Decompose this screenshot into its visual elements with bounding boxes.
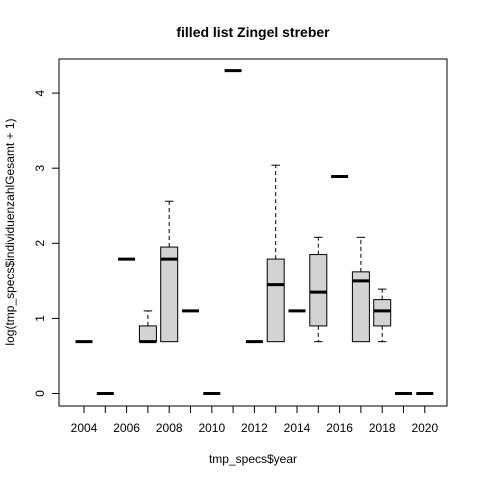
box-rect — [309, 254, 328, 327]
box-2018 — [373, 288, 392, 343]
x-axis-label: tmp_specs$year — [209, 452, 297, 466]
x-tick-label-2008: 2008 — [156, 421, 183, 435]
y-tick-label-2: 2 — [33, 240, 47, 247]
box-2013 — [266, 164, 285, 343]
x-tick-label-2018: 2018 — [369, 421, 396, 435]
y-axis-label: log(tmp_specs$individuenzahlGesamt + 1) — [3, 118, 17, 345]
plot-frame — [58, 58, 448, 407]
x-axis: 2004 2006 2008 2010 2012 2014 2016 2018 2020 — [71, 405, 438, 435]
box-2015 — [309, 236, 328, 343]
x-tick-label-2016: 2016 — [326, 421, 353, 435]
x-tick-label-2020: 2020 — [411, 421, 438, 435]
x-tick-label-2012: 2012 — [241, 421, 268, 435]
box-rect — [266, 258, 285, 343]
y-axis: 0 1 2 3 4 — [33, 89, 60, 397]
box-rect — [160, 246, 179, 343]
x-tick-label-2014: 2014 — [284, 421, 311, 435]
y-tick-label-0: 0 — [33, 390, 47, 397]
box-2008 — [160, 200, 179, 343]
x-tick-label-2010: 2010 — [198, 421, 225, 435]
box-2007 — [138, 310, 157, 344]
chart-title: filled list Zingel streber — [176, 24, 330, 40]
y-tick-label-3: 3 — [33, 165, 47, 172]
x-tick-label-2006: 2006 — [113, 421, 140, 435]
x-tick-label-2004: 2004 — [71, 421, 98, 435]
y-tick-label-4: 4 — [33, 89, 47, 96]
box-rect — [138, 325, 157, 343]
box-2017 — [351, 236, 370, 343]
box-rect — [351, 271, 370, 343]
box-layer — [75, 69, 434, 395]
y-tick-label-1: 1 — [33, 315, 47, 322]
box-rect — [373, 299, 392, 327]
